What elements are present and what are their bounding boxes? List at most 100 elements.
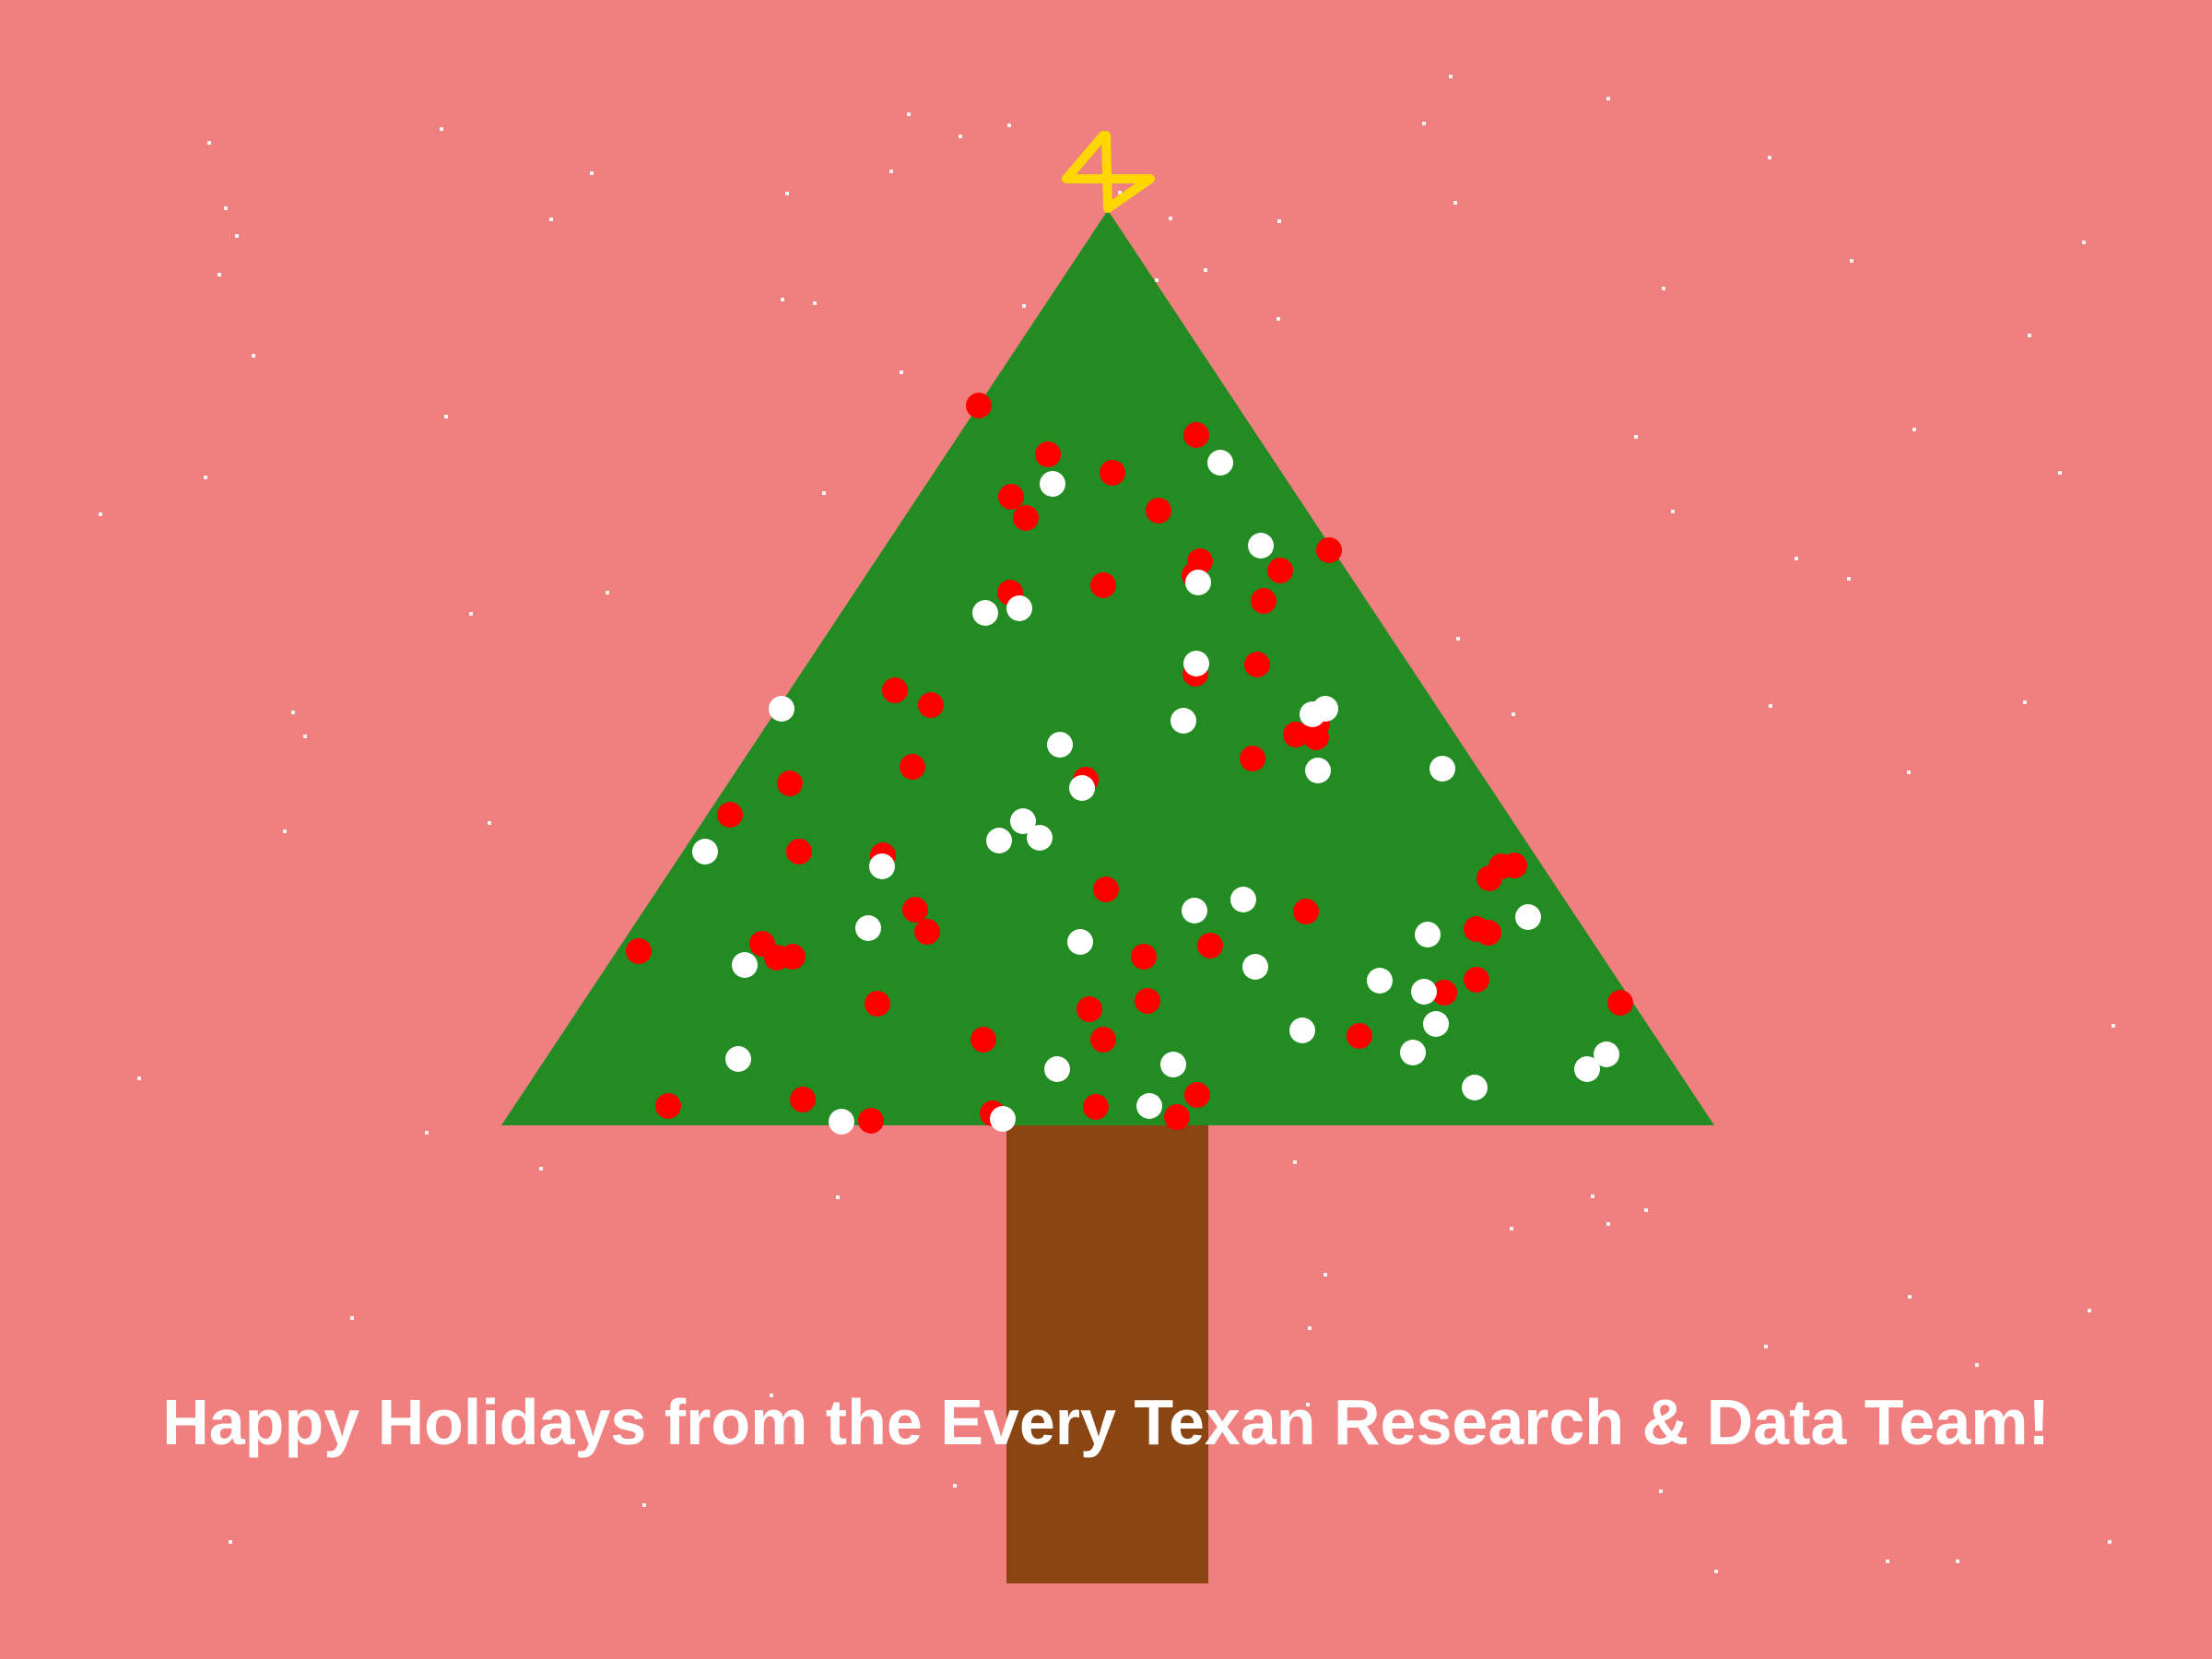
white-ornament — [1040, 471, 1065, 497]
red-ornament — [865, 991, 890, 1017]
white-ornament — [1594, 1041, 1619, 1067]
snowflake — [1293, 1160, 1297, 1164]
snowflake — [1606, 97, 1610, 100]
snowflake — [444, 415, 448, 418]
white-ornament — [1230, 887, 1256, 912]
snowflake — [770, 1394, 773, 1397]
snowflake — [836, 1195, 840, 1199]
tree-canopy — [501, 210, 1714, 1125]
ornaments — [626, 393, 1633, 1135]
red-ornament — [1251, 588, 1277, 614]
snowflake — [350, 1316, 354, 1320]
snowflake — [642, 1503, 646, 1507]
white-ornament — [1415, 922, 1441, 947]
white-ornament — [1305, 758, 1331, 783]
snowflake — [959, 135, 962, 138]
white-ornament — [725, 1046, 751, 1072]
snowflake — [953, 1484, 957, 1488]
white-ornament — [769, 696, 794, 722]
white-ornament — [1423, 1011, 1449, 1037]
snowflake — [252, 354, 255, 358]
red-ornament — [1131, 944, 1157, 970]
snowflake — [1907, 771, 1911, 774]
white-ornament — [1069, 775, 1095, 801]
white-ornament — [1027, 825, 1053, 851]
snowflake — [1956, 1559, 1959, 1563]
white-ornament — [1367, 968, 1393, 994]
snowflake — [303, 735, 307, 738]
red-ornament — [1100, 460, 1125, 486]
white-ornament — [1400, 1040, 1426, 1065]
snowflake — [99, 512, 102, 516]
red-ornament — [1197, 933, 1223, 959]
snowflake — [1453, 201, 1457, 205]
snowflake — [1022, 304, 1026, 308]
red-ornament — [1184, 1082, 1210, 1108]
red-ornament — [1316, 537, 1342, 563]
snowflake — [1277, 317, 1280, 321]
red-ornament — [1283, 722, 1309, 747]
star-topper — [1062, 131, 1155, 213]
snowflake — [1662, 287, 1665, 290]
snowflake — [590, 171, 594, 175]
snowflake — [2023, 700, 2027, 704]
white-ornament — [1462, 1075, 1488, 1100]
white-ornament — [1185, 570, 1211, 595]
red-ornament — [900, 754, 925, 780]
snowflake — [1118, 191, 1122, 194]
snowflake — [1671, 510, 1675, 513]
snowflake — [1324, 1273, 1327, 1277]
snowflake — [1794, 557, 1798, 560]
snowflake — [2088, 1309, 2091, 1312]
snowflake — [1456, 637, 1460, 641]
snowflake — [781, 298, 784, 301]
white-ornament — [1242, 954, 1268, 980]
snowflake — [469, 612, 473, 616]
snowflake — [1155, 278, 1159, 282]
snowflake — [440, 127, 443, 131]
white-ornament — [986, 828, 1012, 853]
snowflake — [1768, 156, 1771, 159]
snowflake — [889, 170, 893, 173]
tree-trunk — [1006, 1124, 1208, 1583]
snowflake — [229, 1540, 232, 1544]
red-ornament — [786, 839, 812, 865]
red-ornament — [966, 393, 992, 418]
snowflake — [900, 371, 903, 374]
snowflake — [1850, 259, 1853, 263]
snowflake — [606, 591, 609, 594]
snowflake — [813, 301, 817, 305]
snowflake — [207, 141, 211, 145]
snowflake — [1634, 435, 1638, 439]
white-ornament — [829, 1109, 854, 1135]
snowflake — [425, 1131, 429, 1135]
red-ornament — [1135, 988, 1160, 1014]
snowflake — [2082, 241, 2086, 244]
white-ornament — [1248, 533, 1274, 559]
white-ornament — [972, 600, 998, 626]
red-ornament — [1267, 558, 1293, 583]
snowflake — [785, 192, 789, 195]
white-ornament — [1047, 732, 1073, 758]
white-ornament — [1171, 708, 1196, 734]
white-ornament — [1289, 1018, 1315, 1043]
red-ornament — [1477, 865, 1502, 891]
red-ornament — [971, 1027, 996, 1053]
snowflake — [1306, 1403, 1310, 1406]
white-ornament — [1300, 701, 1325, 727]
snowflake — [1591, 1194, 1594, 1198]
red-ornament — [882, 677, 908, 703]
snowflake — [1422, 122, 1426, 125]
snowflake — [1975, 1363, 1979, 1367]
snowflake — [1277, 219, 1281, 223]
snowflake — [1510, 1227, 1513, 1230]
red-ornament — [1293, 899, 1319, 924]
red-ornament — [1013, 505, 1039, 531]
white-ornament — [1067, 929, 1093, 955]
red-ornament — [790, 1087, 816, 1112]
snowflake — [137, 1077, 141, 1080]
red-ornament — [1090, 1027, 1116, 1053]
snowflake — [822, 491, 826, 495]
snowflake — [1769, 704, 1772, 708]
snowflake — [218, 273, 221, 276]
